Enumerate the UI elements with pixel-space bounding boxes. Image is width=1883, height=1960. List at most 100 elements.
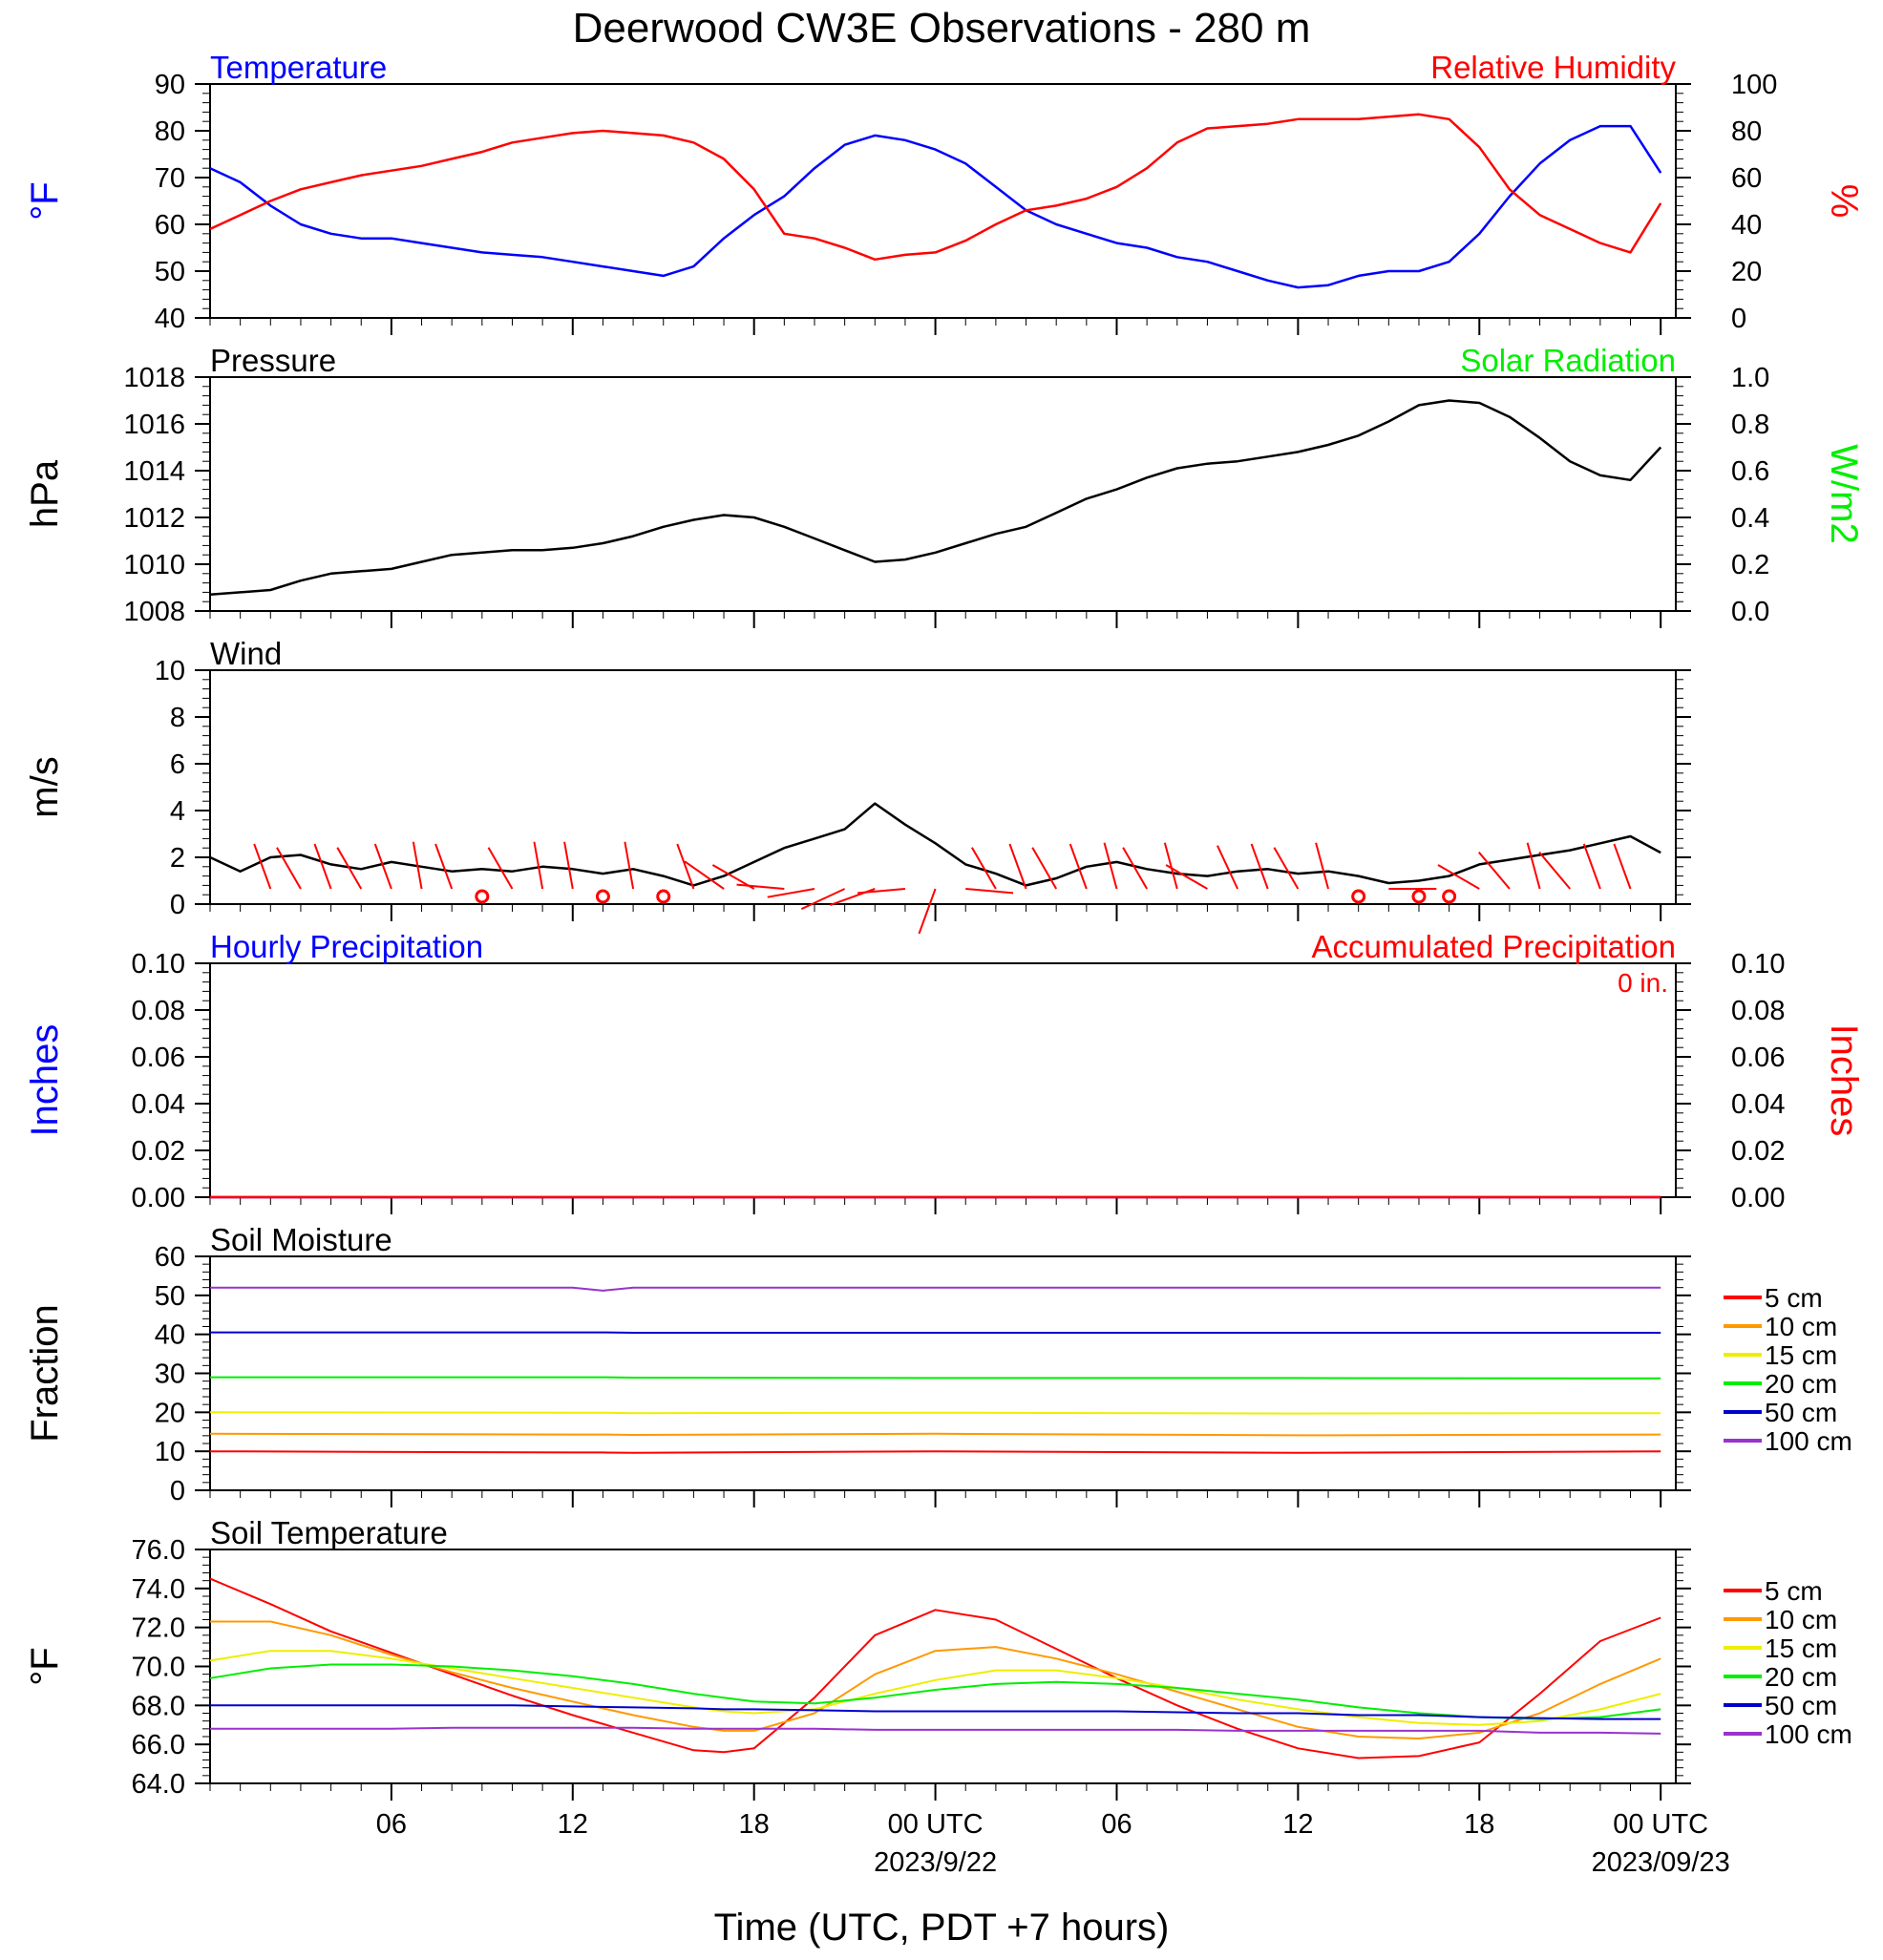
y-tick-label-left: 72.0: [132, 1613, 185, 1644]
wind-barb: [1613, 843, 1632, 890]
wind-barb: [1273, 847, 1300, 890]
wind-barb: [1538, 852, 1571, 890]
plot-frame: [209, 1255, 1677, 1491]
x-tick-label: 18: [739, 1809, 770, 1840]
chart-title: Deerwood CW3E Observations - 280 m: [573, 5, 1311, 52]
y-tick-label-left: 68.0: [132, 1691, 185, 1721]
wind-barb: [676, 843, 695, 890]
y-tick-label-right: 100: [1731, 70, 1777, 100]
wind-calm-marker: [656, 889, 671, 904]
wind-calm-marker: [475, 889, 490, 904]
legend-label: 15 cm: [1765, 1340, 1837, 1370]
wind-barb: [965, 888, 1014, 895]
panel-4: 0.00 0.02 0.04 0.06 0.08 0.10 0.00 0.02 0.04 0.06…: [24, 929, 1865, 1214]
y-tick-label-left: 20: [155, 1398, 185, 1428]
wind-barb: [563, 841, 574, 890]
wind-barb: [767, 888, 815, 898]
series-line-pressure: [209, 399, 1662, 597]
y-tick-label-right: 40: [1731, 210, 1762, 241]
series-line-15-cm: [209, 1411, 1661, 1415]
legend-label: 20 cm: [1765, 1662, 1837, 1692]
y-tick-label-left: 66.0: [132, 1730, 185, 1760]
series-line-20-cm: [209, 1663, 1661, 1720]
y-tick-label-left: 60: [155, 210, 185, 241]
plot-frame: [209, 376, 1677, 612]
y-axis-label-left: °F: [24, 1647, 66, 1685]
series-line-100-cm: [210, 1286, 1661, 1292]
y-tick-label-left: 0.10: [132, 949, 185, 980]
wind-barb: [800, 888, 846, 911]
y-tick-label-left: 40: [155, 304, 185, 334]
y-tick-label-left: 1016: [123, 410, 185, 440]
wind-barbs: [253, 841, 1632, 935]
legend-label: 5 cm: [1765, 1576, 1823, 1606]
panel-1: 40 50 60 70 80 90 0 20 40 60 80 100 Temperature Relat…: [24, 50, 1865, 335]
panel-title-left: Soil Temperature: [210, 1515, 448, 1550]
x-tick-label: 18: [1464, 1809, 1494, 1840]
plot-frame: [209, 669, 1677, 905]
y-tick-label-left: 0.04: [132, 1089, 185, 1120]
wind-barb: [1031, 847, 1058, 890]
y-tick-label-left: 1010: [123, 550, 185, 580]
wind-barb: [1315, 842, 1329, 890]
panel-title-left: Soil Moisture: [210, 1222, 392, 1257]
y-tick-label-left: 64.0: [132, 1769, 185, 1800]
y-tick-label-right: 0.08: [1731, 996, 1785, 1026]
plot-frame: [209, 83, 1677, 319]
y-tick-label-left: 74.0: [132, 1574, 185, 1605]
y-tick-label-right: 1.0: [1731, 363, 1769, 393]
panel-title-left: Wind: [210, 636, 282, 671]
wind-barb: [1526, 842, 1541, 890]
wind-barb: [684, 860, 725, 890]
y-tick-label-left: 1008: [123, 597, 185, 627]
y-axis-label-left: Fraction: [24, 1304, 66, 1443]
series-line-5-cm: [209, 1577, 1661, 1760]
y-tick-label-right: 0.6: [1731, 456, 1769, 487]
y-tick-label-right: 0.4: [1731, 503, 1769, 534]
x-axis-label: Time (UTC, PDT +7 hours): [714, 1907, 1170, 1949]
wind-calm-marker: [1442, 889, 1457, 904]
wind-barb: [736, 883, 785, 890]
wind-barb: [412, 841, 423, 890]
wind-calm-marker: [1411, 889, 1427, 904]
legend-label: 20 cm: [1765, 1369, 1837, 1399]
wind-barb: [971, 847, 997, 890]
wind-barb: [276, 847, 302, 890]
wind-barb: [533, 841, 544, 890]
y-tick-label-right: 0.06: [1731, 1043, 1785, 1073]
y-tick-label-right: 80: [1731, 116, 1762, 147]
y-tick-label-left: 4: [170, 796, 185, 827]
y-axis-label-right: Inches: [1823, 1024, 1865, 1137]
y-tick-label-right: 0.00: [1731, 1183, 1785, 1213]
y-tick-label-left: 30: [155, 1359, 185, 1390]
legend-label: 10 cm: [1765, 1312, 1837, 1341]
y-tick-label-left: 0: [170, 890, 185, 920]
y-tick-label-right: 0.2: [1731, 550, 1769, 580]
y-tick-label-left: 0.02: [132, 1136, 185, 1167]
y-tick-label-left: 70.0: [132, 1653, 185, 1683]
x-tick-label: 12: [558, 1809, 588, 1840]
y-tick-label-left: 10: [155, 1437, 185, 1467]
wind-barb: [1008, 843, 1027, 890]
y-tick-label-left: 6: [170, 749, 185, 780]
y-tick-label-right: 60: [1731, 163, 1762, 194]
y-tick-label-left: 70: [155, 163, 185, 194]
wind-barb: [1582, 843, 1601, 890]
y-tick-label-left: 80: [155, 116, 185, 147]
wind-barb: [918, 888, 937, 935]
wind-barb: [434, 843, 454, 890]
wind-calm-marker: [1351, 889, 1366, 904]
wind-calm-marker: [595, 889, 610, 904]
wind-barb: [1122, 847, 1149, 890]
panel-2: 1008 1010 1012 1014 1016 1018 0.0 0.2 0.4 0.6 0.8 1…: [24, 343, 1865, 628]
legend-label: 100 cm: [1765, 1426, 1852, 1456]
y-tick-label-left: 0.00: [132, 1183, 185, 1213]
legend-label: 10 cm: [1765, 1605, 1837, 1634]
series-line-relative-humidity: [209, 113, 1662, 262]
plot-frame: [209, 962, 1677, 1198]
x-tick-label: 12: [1282, 1809, 1313, 1840]
x-tick-date-label: 2023/9/22: [874, 1847, 997, 1878]
panel-title-right: Solar Radiation: [1460, 343, 1676, 378]
y-tick-label-left: 1014: [123, 456, 185, 487]
